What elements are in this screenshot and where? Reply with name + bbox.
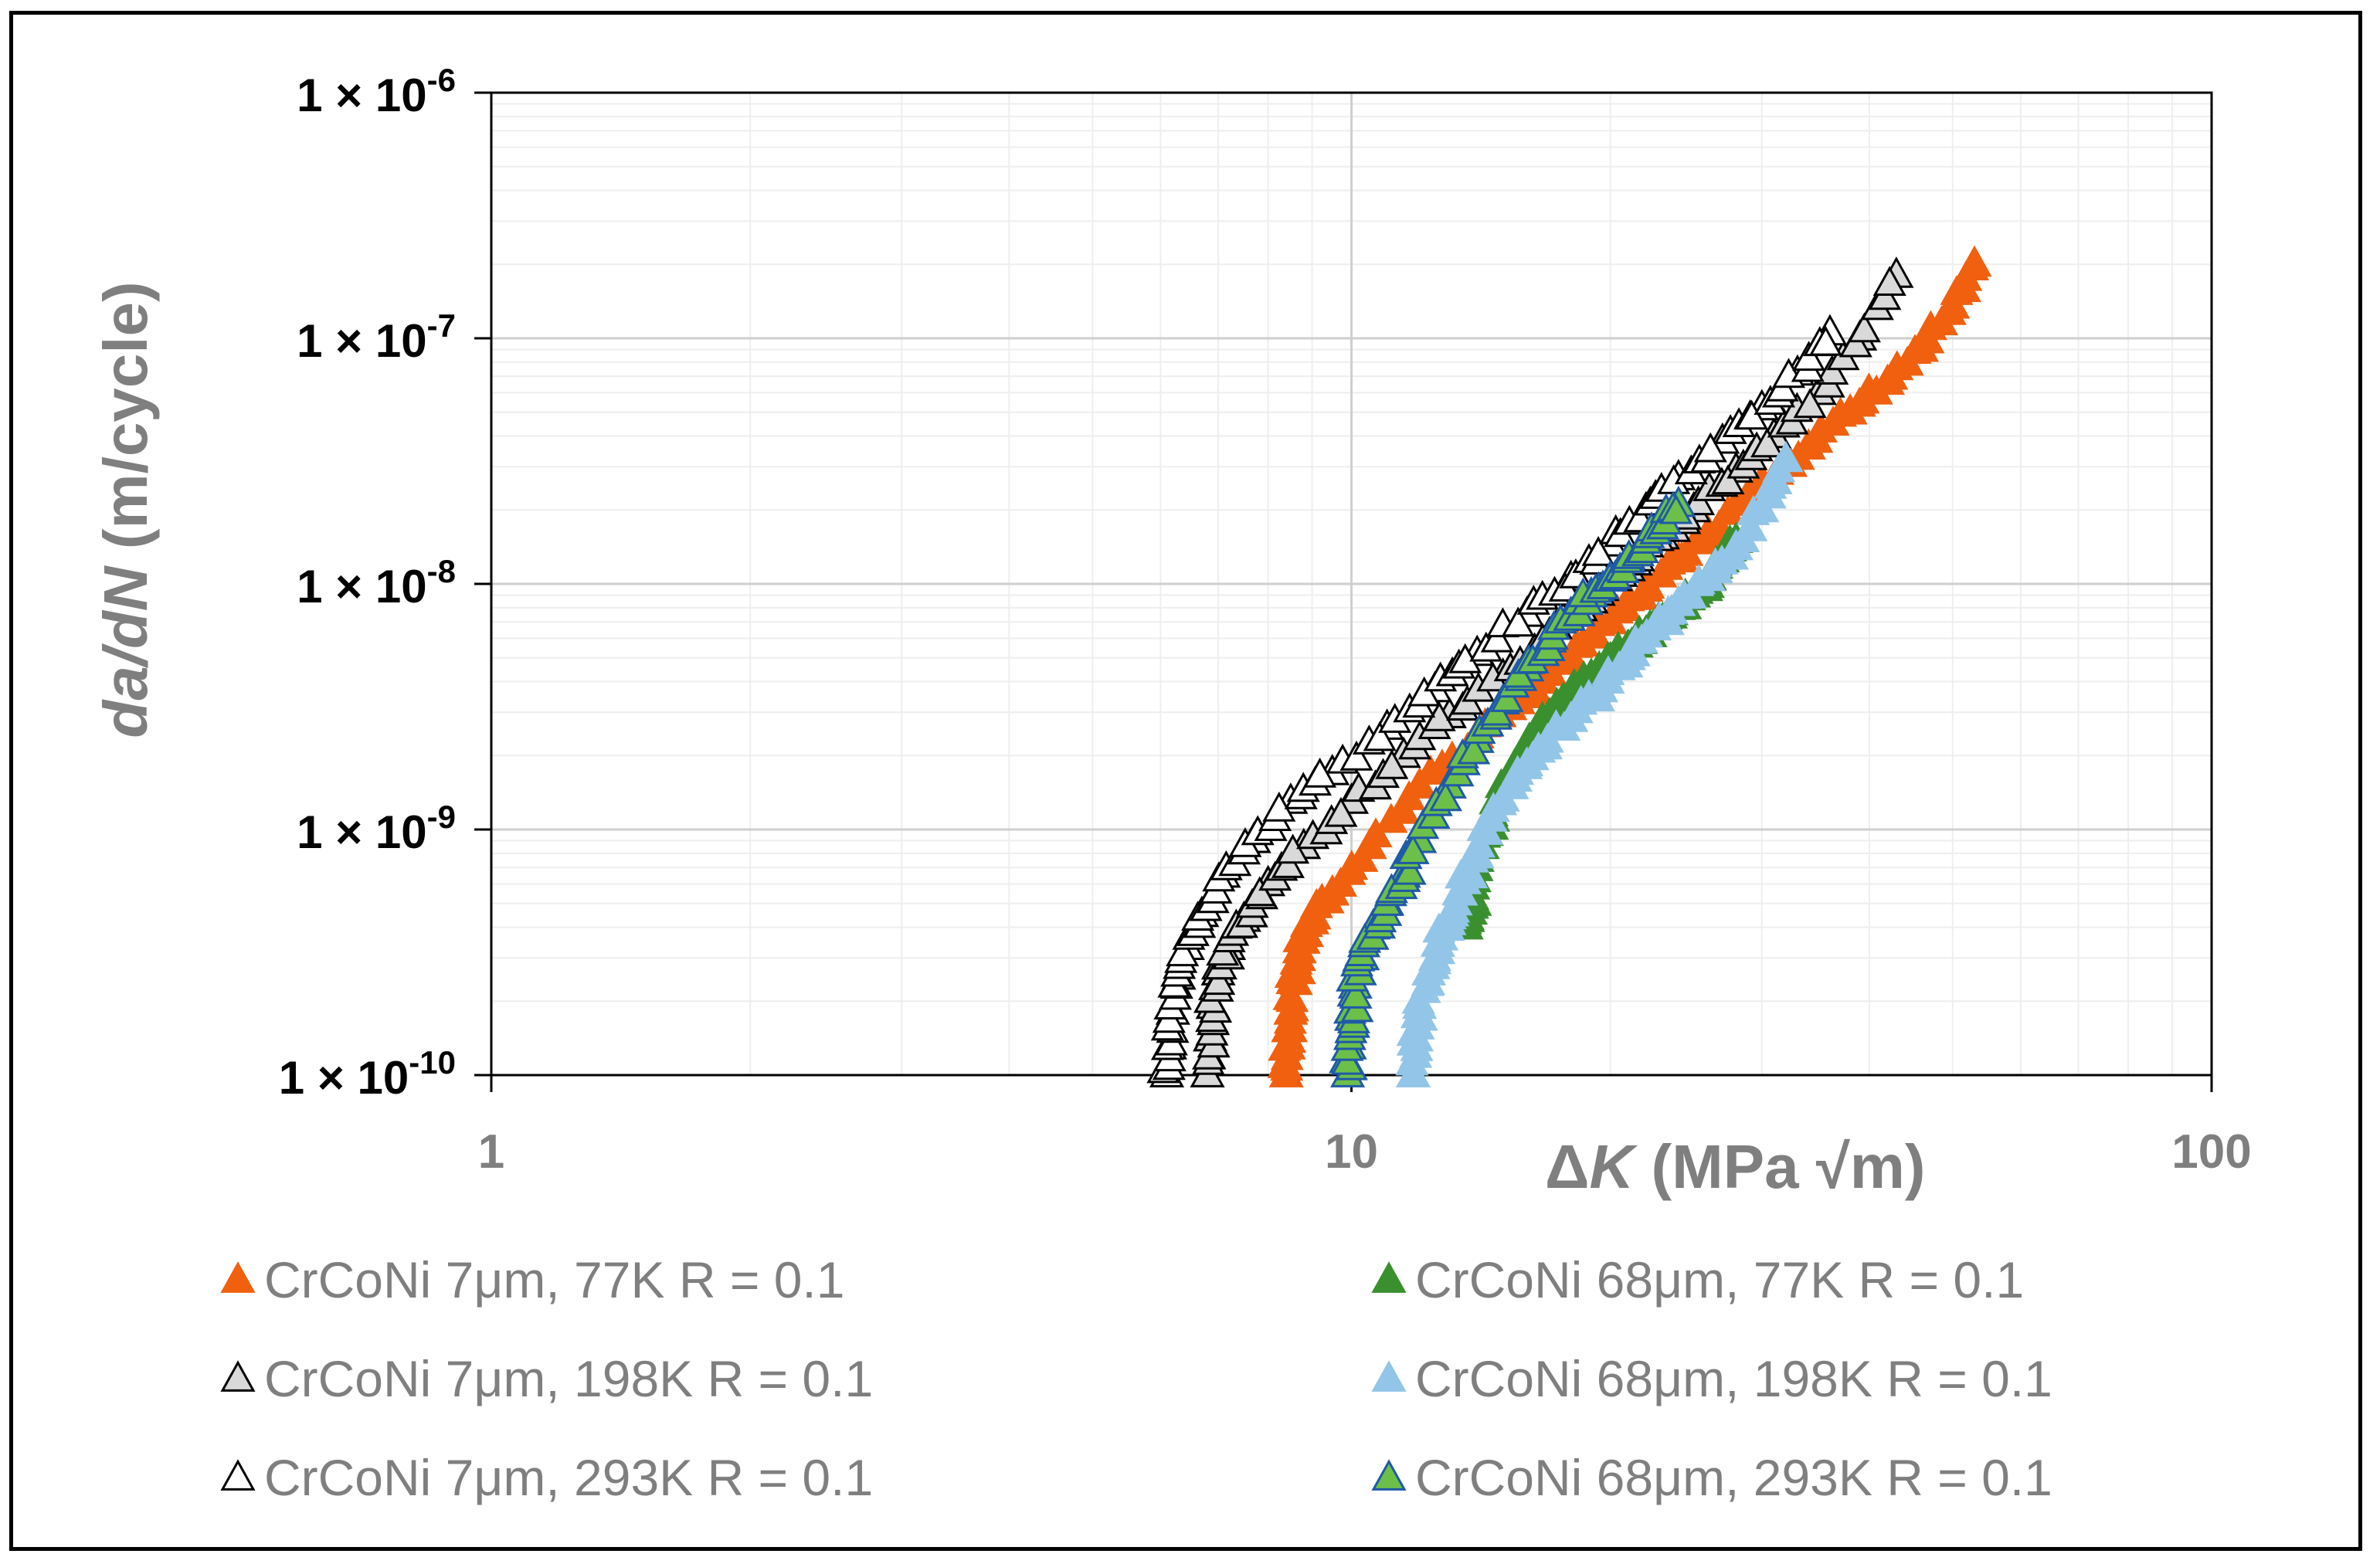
y-tick-label: 1 × 10-7 [297, 307, 456, 367]
data-point [1750, 427, 1784, 458]
legend-marker [1371, 1261, 1407, 1293]
data-point [1466, 811, 1500, 841]
legend-label: CrCoNi 7μm, 198K R = 0.1 [264, 1350, 873, 1407]
legend-marker [220, 1261, 256, 1293]
legend-label: CrCoNi 68μm, 293K R = 0.1 [1415, 1449, 2052, 1506]
data-point [1480, 622, 1514, 653]
data-point [1711, 464, 1745, 495]
data-point [1396, 834, 1430, 864]
data-point [1457, 734, 1491, 765]
x-tick-labels: 1 10 100 [478, 1125, 2252, 1179]
data-point [1847, 312, 1881, 343]
data-point [1581, 536, 1615, 566]
legend: CrCoNi 7μm, 77K R = 0.1 CrCoNi 7μm, 198K … [220, 1251, 2052, 1506]
data-point [1808, 325, 1842, 356]
data-point [1655, 593, 1689, 624]
legend-marker [220, 1360, 256, 1392]
data-point [1324, 796, 1358, 827]
data-point [1859, 374, 1893, 405]
data-point [1271, 848, 1305, 878]
legend-item: CrCoNi 68μm, 293K R = 0.1 [1371, 1449, 2052, 1506]
y-tick-label: 1 × 10-6 [297, 62, 456, 121]
data-point [1689, 524, 1723, 555]
y-axis-title: da/dN (m/cycle) [91, 281, 160, 738]
legend-item: CrCoNi 7μm, 77K R = 0.1 [220, 1251, 844, 1308]
x-tick-label: 1 [478, 1125, 504, 1179]
legend-item: CrCoNi 7μm, 198K R = 0.1 [220, 1350, 873, 1407]
data-point [1955, 250, 1990, 280]
data-point [1400, 998, 1434, 1029]
y-tick-label: 1 × 10-9 [297, 799, 456, 858]
legend-label: CrCoNi 7μm, 77K R = 0.1 [264, 1251, 844, 1308]
series-6 [1329, 485, 1696, 1087]
data-point [1363, 721, 1397, 751]
data-point [1428, 781, 1462, 812]
axis-ticks [474, 91, 2213, 1092]
data-markers [1146, 245, 1992, 1087]
y-tick-labels: 1 × 10-6 1 × 10-7 1 × 10-8 1 × 10-9 1 × 10-1… [279, 62, 456, 1104]
data-point [1407, 676, 1441, 707]
data-point [1838, 327, 1872, 358]
data-point [1933, 294, 1967, 325]
data-point [1276, 833, 1310, 864]
data-point [1166, 936, 1200, 967]
legend-marker [1371, 1360, 1407, 1392]
legend-label: CrCoNi 7μm, 293K R = 0.1 [264, 1449, 873, 1506]
data-point [1735, 399, 1769, 430]
data-point [1272, 980, 1306, 1010]
data-point [1501, 606, 1535, 637]
data-point [1282, 941, 1316, 972]
data-point [1311, 883, 1345, 914]
x-axis-title: ΔK (MPa √m) [1545, 1132, 1926, 1201]
legend-item: CrCoNi 68μm, 198K R = 0.1 [1371, 1350, 2052, 1407]
data-point [1449, 853, 1483, 884]
data-point [1715, 539, 1749, 570]
data-point [1411, 965, 1445, 996]
data-point [1792, 341, 1826, 371]
gridlines [490, 91, 2213, 1077]
x-tick-label: 100 [2171, 1125, 2251, 1179]
series-5 [1395, 440, 1804, 1087]
data-point [1762, 452, 1796, 483]
data-point [1737, 495, 1771, 525]
x-tick-label: 10 [1325, 1125, 1378, 1179]
data-point [1345, 842, 1379, 872]
data-point [1339, 740, 1373, 771]
legend-label: CrCoNi 68μm, 77K R = 0.1 [1415, 1251, 2024, 1308]
data-point [1581, 681, 1615, 712]
data-point [1359, 817, 1393, 848]
data-point [1393, 854, 1427, 885]
data-point [1872, 266, 1906, 296]
data-point [1659, 494, 1693, 524]
data-point [1202, 965, 1236, 996]
legend-item: CrCoNi 7μm, 293K R = 0.1 [220, 1449, 873, 1506]
legend-marker [220, 1459, 256, 1491]
data-point [1734, 511, 1768, 541]
legend-item: CrCoNi 68μm, 77K R = 0.1 [1371, 1251, 2024, 1308]
y-tick-label: 1 × 10-8 [297, 553, 456, 612]
data-point [1392, 780, 1426, 810]
legend-marker [1371, 1459, 1407, 1491]
data-point [1793, 388, 1827, 419]
data-point [1490, 682, 1524, 712]
data-point [1339, 979, 1373, 1009]
y-tick-label: 1 × 10-10 [279, 1044, 456, 1104]
data-point [1243, 876, 1277, 907]
data-point [1375, 749, 1409, 779]
legend-label: CrCoNi 68μm, 198K R = 0.1 [1415, 1350, 2052, 1407]
data-point [1693, 432, 1727, 463]
data-point [1547, 711, 1581, 741]
